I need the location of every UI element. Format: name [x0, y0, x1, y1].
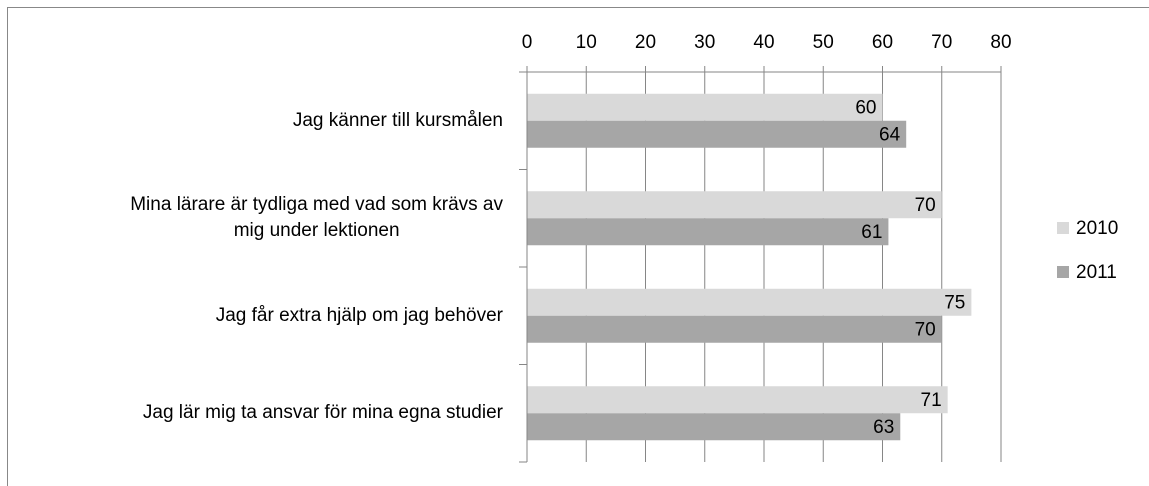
value-label: 64: [879, 124, 901, 145]
x-tick-label: 30: [694, 32, 715, 53]
value-label: 60: [855, 97, 876, 118]
legend-swatch: [1057, 266, 1069, 278]
x-tick-label: 60: [872, 32, 893, 53]
bar: [527, 315, 942, 343]
bar: [527, 386, 948, 414]
bar: [527, 120, 907, 148]
frame: [7, 7, 1149, 486]
category-label: Jag får extra hjälp om jag behöver: [215, 304, 503, 326]
x-tick-label: 40: [753, 32, 774, 53]
value-label: 75: [944, 292, 965, 313]
value-label: 70: [915, 195, 936, 216]
legend-label: 2010: [1076, 218, 1118, 239]
value-label: 61: [861, 222, 882, 243]
category-label: Jag känner till kursmålen: [292, 109, 503, 131]
x-tick-label: 50: [813, 32, 834, 53]
x-tick-label: 10: [576, 32, 597, 53]
bar: [527, 191, 942, 219]
value-label: 70: [915, 319, 936, 340]
legend-swatch: [1057, 222, 1069, 234]
bar: [527, 288, 972, 316]
value-label: 63: [873, 417, 894, 438]
legend-label: 2011: [1076, 262, 1117, 283]
x-tick-label: 20: [635, 32, 656, 53]
bar: [527, 93, 883, 121]
value-label: 71: [921, 390, 942, 411]
x-tick-label: 0: [522, 32, 533, 53]
bar: [527, 413, 901, 441]
x-tick-label: 80: [990, 32, 1011, 53]
x-tick-label: 70: [931, 32, 952, 53]
category-label: Mina lärare är tydliga med vad som krävs…: [130, 194, 503, 242]
bar: [527, 218, 889, 246]
category-label: Jag lär mig ta ansvar för mina egna stud…: [142, 402, 503, 424]
